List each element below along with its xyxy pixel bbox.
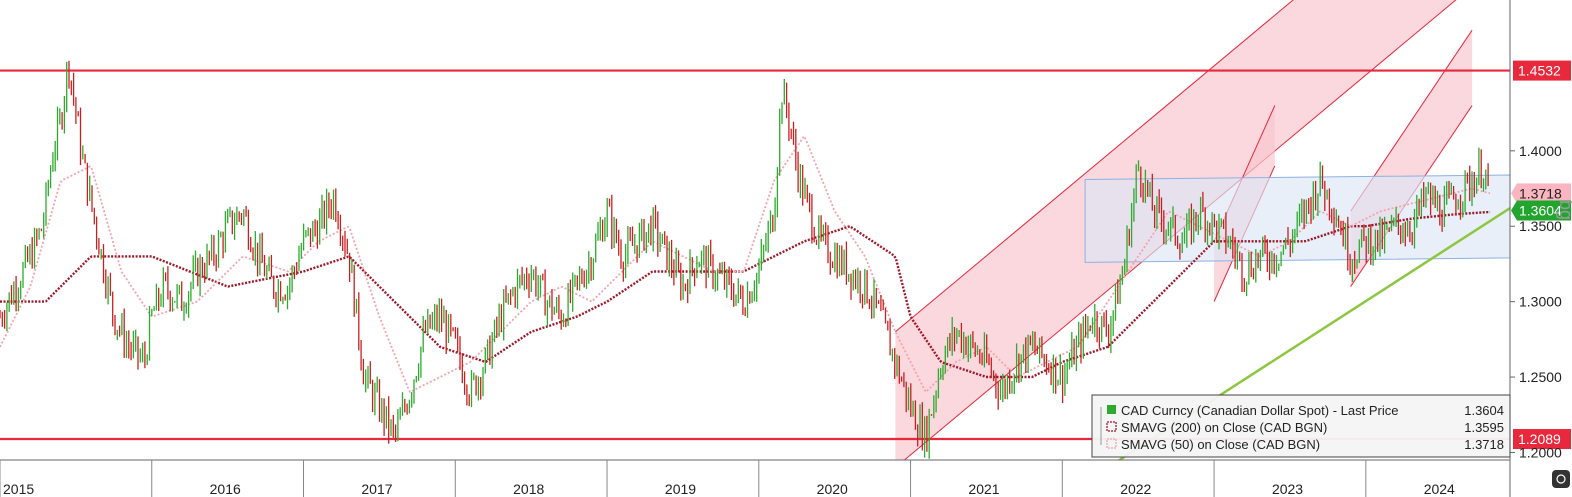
- price-badge-label-1: 1.3604: [1519, 203, 1562, 219]
- legend-value-2: 1.3718: [1464, 437, 1504, 452]
- menu-icon-glyph: [1556, 474, 1566, 484]
- x-tick-label-1: 2016: [210, 481, 241, 497]
- x-tick-label-2: 2017: [361, 481, 392, 497]
- level-badge-0: [1513, 60, 1571, 81]
- legend-swatch-2: [1106, 438, 1117, 449]
- price-candles: [0, 60, 1489, 459]
- legend-value-0: 1.3604: [1464, 403, 1504, 418]
- channel-upper-edge-0: [895, 0, 1294, 333]
- x-tick-label-0: 2015: [3, 481, 34, 497]
- y-tick-label-1: 1.2500: [1519, 369, 1562, 385]
- legend-layer: CAD Curncy (Canadian Dollar Spot) - Last…: [1091, 394, 1511, 458]
- series-layer: [0, 60, 1491, 459]
- series-line-1: [0, 210, 1491, 379]
- menu-icon: [1552, 470, 1570, 488]
- price-badge-label-0: 1.3718: [1519, 185, 1562, 201]
- level-badge-label-1: 1.2089: [1518, 431, 1561, 447]
- legend-swatch-0: [1107, 405, 1116, 414]
- x-tick-label-7: 2022: [1120, 481, 1151, 497]
- level-badge-1: [1513, 429, 1571, 450]
- price-badge-0: [1511, 183, 1571, 204]
- y-tick-label-4: 1.4000: [1519, 143, 1562, 159]
- legend-name-0: CAD Curncy (Canadian Dollar Spot) - Last…: [1121, 403, 1398, 418]
- x-tick-label-8: 2023: [1272, 481, 1303, 497]
- x-tick-label-5: 2020: [817, 481, 848, 497]
- x-tick-label-3: 2018: [513, 481, 544, 497]
- y-tick-label-3: 1.3500: [1519, 218, 1562, 234]
- legend-value-1: 1.3595: [1464, 420, 1504, 435]
- price-badge-1: [1511, 200, 1571, 221]
- level-badge-label-0: 1.4532: [1518, 63, 1561, 79]
- x-tick-label-4: 2019: [665, 481, 696, 497]
- legend-swatch-1: [1106, 421, 1117, 432]
- y-tick-label-0: 1.2000: [1519, 444, 1562, 460]
- legend-name-2: SMAVG (50) on Close (CAD BGN): [1121, 437, 1320, 452]
- x-tick-label-9: 2024: [1424, 481, 1455, 497]
- y-tick-label-2: 1.3000: [1519, 294, 1562, 310]
- series-line-2: [0, 134, 1491, 394]
- legend-name-1: SMAVG (200) on Close (CAD BGN): [1121, 420, 1327, 435]
- x-tick-label-6: 2021: [968, 481, 999, 497]
- legend-box: [1091, 394, 1511, 458]
- side-label: bg: [1556, 200, 1572, 220]
